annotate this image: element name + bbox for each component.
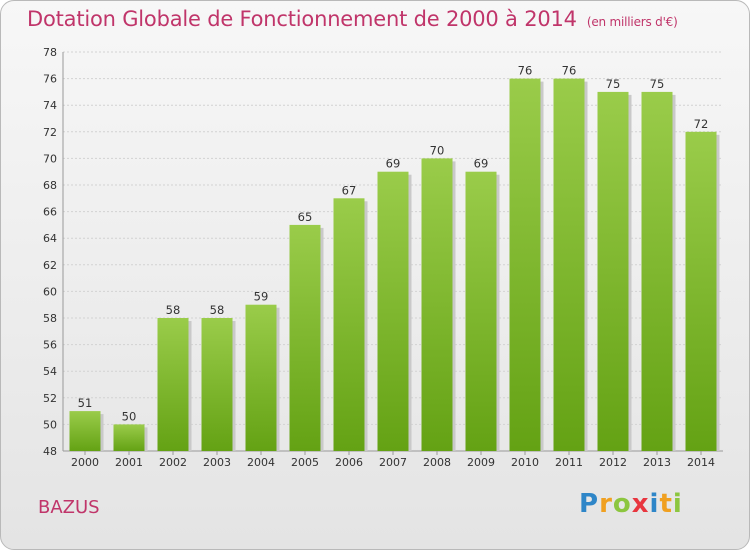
y-tick-label: 66 — [43, 206, 57, 219]
y-tick-label: 72 — [43, 126, 57, 139]
data-label: 70 — [430, 143, 445, 157]
data-label: 76 — [518, 64, 533, 78]
x-tick-label: 2007 — [379, 456, 407, 469]
x-tick-label: 2004 — [247, 456, 275, 469]
bar-2000 — [69, 411, 101, 451]
chart-subtitle: (en milliers d'€) — [586, 15, 678, 29]
data-label: 58 — [166, 303, 181, 317]
bar-2013 — [641, 91, 673, 452]
commune-name: BAZUS — [38, 497, 100, 518]
data-label: 65 — [298, 210, 313, 224]
chart-title: Dotation Globale de Fonctionnement de 20… — [27, 7, 678, 31]
y-tick-label: 56 — [43, 339, 57, 352]
x-tick-label: 2009 — [467, 456, 495, 469]
data-label: 67 — [342, 183, 357, 197]
x-tick-label: 2006 — [335, 456, 363, 469]
bar-2003 — [201, 318, 233, 451]
data-label: 50 — [122, 409, 137, 423]
bar-2010 — [509, 78, 541, 451]
logo-letter-x: x — [631, 489, 650, 519]
y-tick-label: 60 — [43, 285, 57, 298]
bar-2004 — [245, 304, 277, 451]
y-tick-label: 62 — [43, 259, 57, 272]
x-tick-label: 2012 — [599, 456, 627, 469]
y-tick-label: 54 — [43, 365, 57, 378]
x-tick-label: 2011 — [555, 456, 583, 469]
bar-2001 — [113, 424, 145, 451]
data-label: 69 — [386, 157, 401, 171]
y-tick-label: 48 — [43, 445, 57, 458]
bar-2006 — [333, 198, 365, 451]
data-label: 75 — [650, 77, 665, 91]
y-tick-label: 78 — [43, 46, 57, 59]
x-tick-label: 2001 — [115, 456, 143, 469]
y-tick-label: 74 — [43, 99, 57, 112]
logo-letter-t: t — [659, 489, 673, 519]
x-tick-label: 2013 — [643, 456, 671, 469]
logo-letter-i2: i — [672, 489, 683, 519]
bar-2008 — [421, 158, 453, 451]
bar-2012 — [597, 91, 629, 452]
data-label: 75 — [606, 77, 621, 91]
data-label: 76 — [562, 64, 577, 78]
x-tick-label: 2010 — [511, 456, 539, 469]
y-tick-label: 50 — [43, 418, 57, 431]
data-label: 72 — [694, 117, 709, 131]
y-tick-label: 70 — [43, 152, 57, 165]
bars — [69, 78, 720, 452]
bar-2005 — [289, 224, 321, 451]
data-label: 51 — [78, 396, 93, 410]
bar-2009 — [465, 171, 497, 451]
proxiti-logo[interactable]: Proxiti — [579, 489, 683, 519]
x-tick-label: 2005 — [291, 456, 319, 469]
y-tick-label: 52 — [43, 392, 57, 405]
logo-letter-i1: i — [649, 489, 660, 519]
data-label: 69 — [474, 157, 489, 171]
data-labels: 51 50 58 58 59 65 67 69 70 69 76 76 75 75 72 — [78, 64, 709, 424]
logo-letter-o: o — [612, 489, 632, 519]
data-label: 58 — [210, 303, 225, 317]
y-tick-label: 76 — [43, 73, 57, 86]
logo-letter-r: r — [599, 489, 613, 519]
y-tick-label: 64 — [43, 232, 57, 245]
x-tick-label: 2003 — [203, 456, 231, 469]
x-tick-label: 2008 — [423, 456, 451, 469]
bar-2002 — [157, 318, 189, 451]
bar-2011 — [553, 78, 585, 451]
y-tick-label: 68 — [43, 179, 57, 192]
y-tick-label: 58 — [43, 312, 57, 325]
data-label: 59 — [254, 290, 269, 304]
bar-2007 — [377, 171, 409, 451]
bar-2014 — [685, 131, 717, 452]
x-tick-label: 2014 — [687, 456, 715, 469]
logo-letter-p: P — [579, 489, 600, 519]
x-tick-label: 2002 — [159, 456, 187, 469]
x-tick-label: 2000 — [71, 456, 99, 469]
chart-title-text: Dotation Globale de Fonctionnement de 20… — [27, 7, 577, 31]
